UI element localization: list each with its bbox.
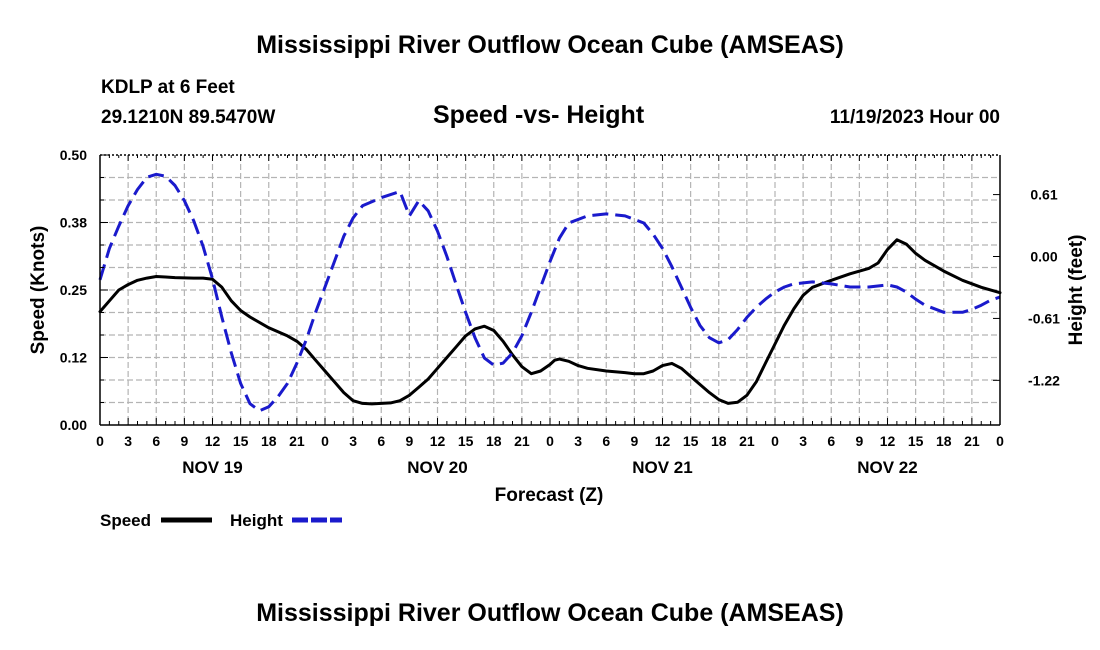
x-tick-label: 15 bbox=[683, 433, 699, 449]
x-tick-label: 9 bbox=[630, 433, 638, 449]
x-tick-label: 21 bbox=[289, 433, 305, 449]
y-left-tick-label: 0.25 bbox=[60, 282, 87, 298]
x-tick-label: 9 bbox=[405, 433, 413, 449]
y-left-tick-label: 0.00 bbox=[60, 417, 87, 433]
grid-lines bbox=[100, 155, 1000, 425]
x-day-label: NOV 20 bbox=[407, 458, 467, 477]
x-day-label: NOV 19 bbox=[182, 458, 242, 477]
x-tick-label: 18 bbox=[711, 433, 727, 449]
x-tick-label: 12 bbox=[880, 433, 896, 449]
x-tick-label: 0 bbox=[321, 433, 329, 449]
forecast-datetime: 11/19/2023 Hour 00 bbox=[829, 107, 1000, 128]
plot-frame bbox=[99, 154, 1001, 426]
x-tick-label: 18 bbox=[486, 433, 502, 449]
x-tick-label: 18 bbox=[261, 433, 277, 449]
x-day-label: NOV 22 bbox=[857, 458, 917, 477]
page-title-bottom: Mississippi River Outflow Ocean Cube (AM… bbox=[256, 599, 844, 627]
legend-label-speed: Speed bbox=[100, 511, 151, 530]
x-day-label: NOV 21 bbox=[632, 458, 692, 477]
y-left-tick-label: 0.12 bbox=[60, 350, 87, 366]
y-right-tick-label: -0.61 bbox=[1028, 310, 1060, 326]
speed-line bbox=[98, 238, 1002, 406]
y-right-tick-label: 0.61 bbox=[1030, 187, 1057, 203]
x-tick-label: 9 bbox=[180, 433, 188, 449]
x-tick-label: 21 bbox=[739, 433, 755, 449]
station-coordinates: 29.1210N 89.5470W bbox=[101, 107, 276, 128]
y-left-axis-title: Speed (Knots) bbox=[28, 226, 49, 355]
x-tick-label: 21 bbox=[514, 433, 530, 449]
x-tick-label: 3 bbox=[124, 433, 132, 449]
y-right-tick-label: -1.22 bbox=[1028, 372, 1060, 388]
x-tick-label: 0 bbox=[96, 433, 104, 449]
x-tick-label: 12 bbox=[430, 433, 446, 449]
x-tick-label: 6 bbox=[827, 433, 835, 449]
plot-title: Speed -vs- Height bbox=[433, 101, 645, 129]
x-tick-label: 18 bbox=[936, 433, 952, 449]
x-tick-label: 6 bbox=[152, 433, 160, 449]
chart-legend: Speed Height bbox=[100, 511, 342, 530]
x-tick-label: 21 bbox=[964, 433, 980, 449]
x-tick-label: 15 bbox=[458, 433, 474, 449]
y-left-tick-label: 0.50 bbox=[60, 147, 87, 163]
x-tick-label: 3 bbox=[349, 433, 357, 449]
page-title: Mississippi River Outflow Ocean Cube (AM… bbox=[256, 31, 844, 59]
x-tick-label: 3 bbox=[574, 433, 582, 449]
y-left-tick-label: 0.38 bbox=[60, 215, 87, 231]
x-tick-label: 0 bbox=[771, 433, 779, 449]
x-tick-label: 12 bbox=[655, 433, 671, 449]
y-right-axis-title: Height (feet) bbox=[1066, 235, 1087, 346]
x-tick-label: 6 bbox=[602, 433, 610, 449]
height-line bbox=[98, 172, 1001, 413]
x-tick-label: 12 bbox=[205, 433, 221, 449]
x-tick-label: 0 bbox=[546, 433, 554, 449]
x-tick-label: 15 bbox=[233, 433, 249, 449]
x-tick-label: 6 bbox=[377, 433, 385, 449]
x-axis-title: Forecast (Z) bbox=[495, 485, 604, 506]
y-right-tick-label: 0.00 bbox=[1030, 249, 1057, 265]
legend-label-height: Height bbox=[230, 511, 283, 530]
x-tick-label: 9 bbox=[855, 433, 863, 449]
speed-height-chart: 0 3 6 9 12 15 18 21 0 3 6 9 12 15 18 21 0 3 6 9 12 15 18 21 0 3 6 9… bbox=[28, 147, 1087, 530]
station-label: KDLP at 6 Feet bbox=[101, 77, 235, 98]
axis-labels: 0 3 6 9 12 15 18 21 0 3 6 9 12 15 18 21 0 3 6 9 12 15 18 21 0 3 6 9… bbox=[28, 147, 1087, 506]
x-tick-label: 0 bbox=[996, 433, 1004, 449]
x-tick-label: 15 bbox=[908, 433, 924, 449]
x-tick-label: 3 bbox=[799, 433, 807, 449]
data-series bbox=[98, 172, 1002, 413]
